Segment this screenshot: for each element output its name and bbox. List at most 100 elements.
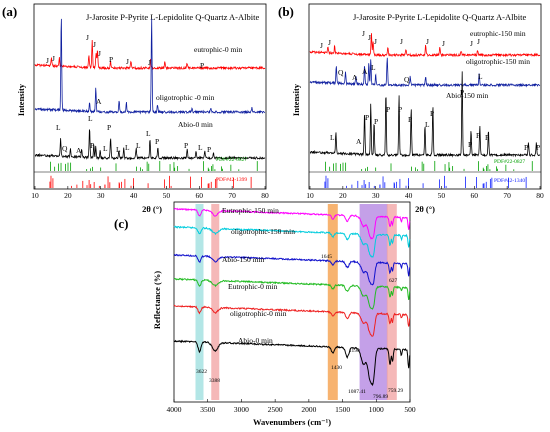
panel-a-ref-card-1: PDF#22-0827 bbox=[216, 157, 247, 163]
panel-b-tick-label: 40 bbox=[405, 191, 413, 200]
panel-b-series bbox=[309, 33, 541, 158]
series-label-abio-150-ftir: Abio-150 min bbox=[222, 255, 265, 264]
svg-text:J: J bbox=[98, 49, 101, 58]
panel-c-tick-label: 1500 bbox=[335, 405, 350, 414]
svg-text:J: J bbox=[148, 58, 151, 67]
svg-text:P: P bbox=[365, 113, 369, 122]
svg-text:J: J bbox=[46, 56, 49, 65]
series-label-eutrophic-0: eutrophic-0 min bbox=[194, 45, 242, 54]
panel-b-tick-label: 70 bbox=[503, 191, 511, 200]
highlight-band-3388 bbox=[211, 204, 220, 400]
svg-text:L: L bbox=[88, 114, 93, 123]
ann-3388: 3388 bbox=[209, 378, 220, 384]
ann-627: 627 bbox=[389, 278, 398, 284]
ann-759: 759.29 bbox=[388, 388, 403, 394]
svg-text:P: P bbox=[430, 109, 434, 118]
series-label-oligotrophic-150-ftir: oligotrophic-150 min bbox=[231, 227, 295, 236]
svg-text:Q: Q bbox=[404, 75, 410, 84]
svg-text:L: L bbox=[146, 129, 151, 138]
panel-a-tick-label: 20 bbox=[64, 191, 72, 200]
svg-text:P: P bbox=[408, 115, 412, 124]
svg-text:P: P bbox=[200, 61, 204, 70]
series-label-eutrophic-150: eutrophic-150 min bbox=[470, 29, 526, 38]
panel-b-tick-label: 80 bbox=[536, 191, 544, 200]
panel-a-series-line-2 bbox=[34, 129, 266, 161]
panel-c-tick-label: 3500 bbox=[200, 405, 215, 414]
panel-b-reference-sticks bbox=[324, 160, 533, 188]
svg-text:A: A bbox=[356, 137, 362, 146]
panel-c-label: (c) bbox=[114, 216, 128, 231]
panel-c-tick-label: 4000 bbox=[167, 405, 182, 414]
highlight-band-3622 bbox=[195, 204, 204, 400]
svg-text:J: J bbox=[86, 33, 89, 42]
svg-text:L: L bbox=[330, 133, 335, 142]
panel-b-ylabel: Intensity bbox=[291, 83, 301, 116]
svg-text:L: L bbox=[103, 144, 108, 153]
svg-text:J: J bbox=[442, 39, 445, 48]
svg-text:L: L bbox=[116, 145, 121, 154]
highlight-band-770 bbox=[386, 204, 397, 400]
panel-c-tick-label: 3000 bbox=[234, 405, 249, 414]
panel-a-label: (a) bbox=[2, 4, 17, 19]
series-label-oligotrophic-0-ftir: oligotrophic-0 min bbox=[230, 309, 287, 318]
svg-text:J: J bbox=[328, 38, 331, 47]
ftir-series-line-2 bbox=[173, 253, 411, 286]
panel-a-tick-label: 60 bbox=[196, 191, 204, 200]
ann-3622: 3622 bbox=[196, 369, 207, 375]
ann-1430: 1430 bbox=[331, 365, 342, 371]
panel-a-frame bbox=[33, 3, 267, 190]
svg-text:J: J bbox=[400, 37, 403, 46]
panel-b-tick-label: 10 bbox=[306, 191, 314, 200]
panel-a-series-line-0 bbox=[34, 39, 266, 71]
panel-b-legend: J-Jarosite P-Pyrite L-Lepidolite Q-Quart… bbox=[353, 12, 526, 22]
svg-text:J: J bbox=[362, 29, 365, 38]
panel-b-series-line-2 bbox=[309, 71, 541, 158]
panel-a-tick-label: 40 bbox=[130, 191, 138, 200]
svg-text:P: P bbox=[460, 88, 464, 97]
panel-c-ylabel: Reflectance (%) bbox=[152, 271, 162, 329]
panel-a-xlabel: 2θ (°) bbox=[142, 204, 162, 214]
panel-c-tick-label: 2000 bbox=[301, 405, 316, 414]
panel-c: (c) 4000 3500 3000 2500 2000 1500 1000 500 Wave… bbox=[114, 201, 416, 427]
panel-b-tick-label: 60 bbox=[471, 191, 479, 200]
panel-b-series-line-0 bbox=[309, 33, 541, 58]
svg-text:J: J bbox=[374, 37, 377, 46]
panel-b-label: (b) bbox=[278, 4, 294, 19]
series-label-abio-150: Abio-150 min bbox=[446, 91, 489, 100]
svg-text:A: A bbox=[352, 73, 358, 82]
ftir-series-line-0 bbox=[173, 207, 411, 240]
panel-b-series-line-1 bbox=[309, 57, 541, 88]
svg-text:L: L bbox=[425, 120, 430, 129]
ftir-series-line-1 bbox=[173, 225, 411, 258]
panel-c-frame bbox=[173, 201, 411, 403]
ftir-series-line-4 bbox=[173, 304, 411, 337]
panel-b: (b) J-Jarosite P-Pyrite L-Lepidolite Q-Q… bbox=[278, 3, 544, 214]
ann-1190: 1190 bbox=[349, 348, 360, 354]
panel-a-tick-label: 50 bbox=[163, 191, 171, 200]
ann-1645: 1645 bbox=[321, 254, 332, 260]
svg-text:Q: Q bbox=[338, 68, 344, 77]
panel-c-tick-label: 500 bbox=[404, 405, 416, 414]
svg-text:P: P bbox=[398, 105, 402, 114]
highlight-band-1645 bbox=[327, 204, 338, 400]
panel-a-tick-label: 80 bbox=[261, 191, 269, 200]
panel-a-legend: J-Jarosite P-Pyrite L-Lepidolite Q-Quart… bbox=[86, 12, 259, 22]
svg-text:J: J bbox=[93, 40, 96, 49]
panel-a-series bbox=[34, 18, 266, 161]
panel-a-tick-label: 10 bbox=[31, 191, 39, 200]
svg-text:P: P bbox=[90, 141, 94, 150]
svg-text:A: A bbox=[76, 146, 82, 155]
svg-text:P: P bbox=[485, 133, 489, 142]
panel-a-tick-label: 30 bbox=[97, 191, 105, 200]
svg-text:Q: Q bbox=[62, 144, 68, 153]
svg-text:L: L bbox=[136, 141, 141, 150]
panel-a-x-ticks: 10 20 30 40 50 60 70 80 bbox=[31, 186, 269, 200]
svg-text:L: L bbox=[56, 123, 61, 132]
ftir-series-line-3 bbox=[173, 277, 411, 310]
series-label-eutrophic-150-ftir: Eutrophic-150 min bbox=[222, 206, 279, 215]
svg-text:P: P bbox=[524, 143, 528, 152]
svg-text:P: P bbox=[184, 141, 188, 150]
